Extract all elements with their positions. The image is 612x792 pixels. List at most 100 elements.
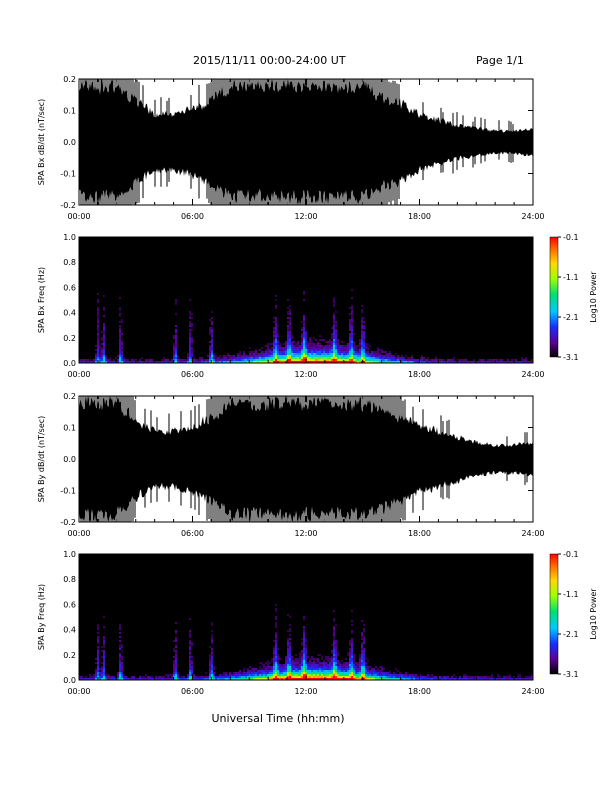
spectrogram-cell (281, 674, 283, 676)
spectrogram-cell (375, 357, 377, 359)
spectrogram-cell (393, 674, 395, 676)
spectrogram-cell (209, 349, 211, 351)
spectrogram-cell (101, 656, 103, 658)
spectrogram-cell (363, 638, 365, 640)
spectrogram-cell (301, 327, 303, 329)
spectrogram-cell (105, 678, 107, 680)
spectrogram-cell (175, 361, 177, 363)
spectrogram-cell (497, 361, 499, 363)
spectrogram-cell (399, 672, 401, 674)
spectrogram-cell (325, 357, 327, 359)
spectrogram-cell (137, 361, 139, 363)
spectrogram-cell (317, 341, 319, 343)
spectrogram-cell (369, 672, 371, 674)
spectrogram-cell (91, 361, 93, 363)
spectrogram-cell (303, 640, 305, 642)
spectrogram-cell (205, 672, 207, 674)
spectrogram-cell (193, 678, 195, 680)
spectrogram-cell (317, 345, 319, 347)
spectrogram-cell (209, 676, 211, 678)
spectrogram-cell (471, 678, 473, 680)
spectrogram-cell (421, 361, 423, 363)
spectrogram-cell (439, 361, 441, 363)
spectrogram-cell (327, 351, 329, 353)
spectrogram-cell (175, 337, 177, 339)
spectrogram-cell (319, 359, 321, 361)
spectrogram-cell (399, 674, 401, 676)
spectrogram-cell (297, 664, 299, 666)
spectrogram-cell (209, 646, 211, 648)
spectrogram-cell (275, 608, 277, 610)
spectrogram-cell (329, 359, 331, 361)
spectrogram-cell (473, 361, 475, 363)
spectrogram-cell (359, 672, 361, 674)
spectrogram-cell (361, 676, 363, 678)
spectrogram-cell (409, 676, 411, 678)
spectrogram-cell (351, 317, 353, 319)
spectrogram-cell (287, 644, 289, 646)
spectrogram-cell (303, 634, 305, 636)
spectrogram-cell (121, 357, 123, 359)
x-tick-label: 24:00 (521, 687, 544, 696)
spectrogram-cell (375, 670, 377, 672)
spectrogram-cell (305, 644, 307, 646)
spectrogram-cell (209, 347, 211, 349)
spectrogram-cell (263, 351, 265, 353)
spectrogram-cell (175, 638, 177, 640)
spectrogram-cell (303, 656, 305, 658)
spectrogram-cell (241, 357, 243, 359)
spectrogram-cell (351, 357, 353, 359)
spectrogram-cell (373, 353, 375, 355)
spectrogram-cell (363, 339, 365, 341)
spectrogram-cell (349, 307, 351, 309)
spectrogram-cell (339, 359, 341, 361)
spectrogram-cell (461, 359, 463, 361)
spectrogram-cell (357, 672, 359, 674)
spectrogram-cell (271, 660, 273, 662)
spectrogram-cell (97, 640, 99, 642)
spectrogram-cell (333, 353, 335, 355)
spectrogram-cell (287, 656, 289, 658)
spectrogram-cell (103, 329, 105, 331)
spectrogram-cell (97, 321, 99, 323)
spectrogram-cell (417, 361, 419, 363)
spectrogram-cell (321, 355, 323, 357)
spectrogram-cell (353, 361, 355, 363)
spectrogram-cell (273, 353, 275, 355)
spectrogram-cell (173, 656, 175, 658)
spectrogram-cell (421, 676, 423, 678)
spectrogram-cell (421, 678, 423, 680)
spectrogram-cell (427, 678, 429, 680)
spectrogram-cell (361, 674, 363, 676)
spectrogram-cell (297, 658, 299, 660)
spectrogram-cell (351, 624, 353, 626)
spectrogram-cell (279, 351, 281, 353)
spectrogram-cell (309, 678, 311, 680)
spectrogram-cell (375, 361, 377, 363)
spectrogram-cell (323, 676, 325, 678)
spectrogram-cell (195, 361, 197, 363)
spectrogram-cell (341, 341, 343, 343)
spectrogram-cell (389, 361, 391, 363)
spectrogram-cell (355, 666, 357, 668)
spectrogram-cell (363, 662, 365, 664)
spectrogram-cell (119, 648, 121, 650)
spectrogram-cell (349, 347, 351, 349)
spectrogram-cell (117, 678, 119, 680)
spectrogram-cell (303, 359, 305, 361)
spectrogram-cell (287, 668, 289, 670)
spectrogram-cell (277, 662, 279, 664)
spectrogram-cell (321, 361, 323, 363)
spectrogram-cell (369, 359, 371, 361)
spectrogram-cell (99, 353, 101, 355)
spectrogram-cell (175, 359, 177, 361)
spectrogram-cell (301, 349, 303, 351)
spectrogram-cell (243, 355, 245, 357)
spectrogram-cell (401, 674, 403, 676)
spectrogram-cell (333, 351, 335, 353)
x-tick-label: 24:00 (521, 212, 544, 221)
spectrogram-cell (363, 347, 365, 349)
spectrogram-cell (361, 666, 363, 668)
spectrogram-cell (233, 672, 235, 674)
spectrogram-cell (351, 333, 353, 335)
